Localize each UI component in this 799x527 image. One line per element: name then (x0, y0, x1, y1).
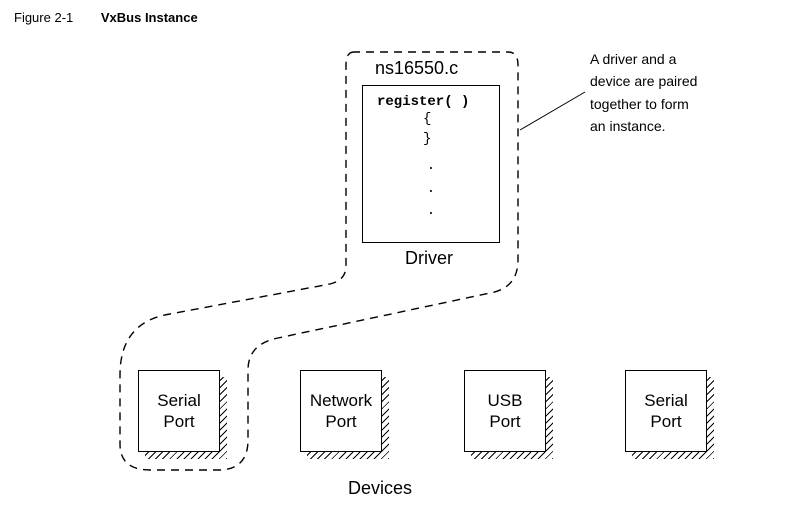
figure-caption: Figure 2-1 VxBus Instance (14, 10, 198, 25)
device-box: USBPort (464, 370, 546, 452)
ellipsis-dot: . (373, 178, 489, 200)
devices-label: Devices (348, 478, 412, 499)
device-label-line: USB (465, 390, 545, 411)
open-brace: { (373, 110, 489, 130)
device-label-line: Serial (139, 390, 219, 411)
callout-line: device are paired (590, 70, 770, 92)
device-label-line: Port (301, 411, 381, 432)
callout-line: together to form (590, 93, 770, 115)
driver-filename: ns16550.c (375, 58, 458, 79)
ellipsis-dot: . (373, 155, 489, 177)
driver-label: Driver (405, 248, 453, 269)
device-label-line: Serial (626, 390, 706, 411)
driver-function: register( ) (373, 94, 489, 110)
device-box: NetworkPort (300, 370, 382, 452)
figure-number: Figure 2-1 (14, 10, 73, 25)
close-brace: } (373, 130, 489, 150)
driver-code-box: register( ) { } . . . (362, 85, 500, 243)
figure-title: VxBus Instance (101, 10, 198, 25)
callout-line: A driver and a (590, 48, 770, 70)
device-label-line: Port (626, 411, 706, 432)
device-label-line: Port (139, 411, 219, 432)
device-label-line: Port (465, 411, 545, 432)
device-box: SerialPort (625, 370, 707, 452)
device-box: SerialPort (138, 370, 220, 452)
callout-text: A driver and a device are paired togethe… (590, 48, 770, 138)
ellipsis-dot: . (373, 200, 489, 222)
callout-line: an instance. (590, 115, 770, 137)
device-label-line: Network (301, 390, 381, 411)
